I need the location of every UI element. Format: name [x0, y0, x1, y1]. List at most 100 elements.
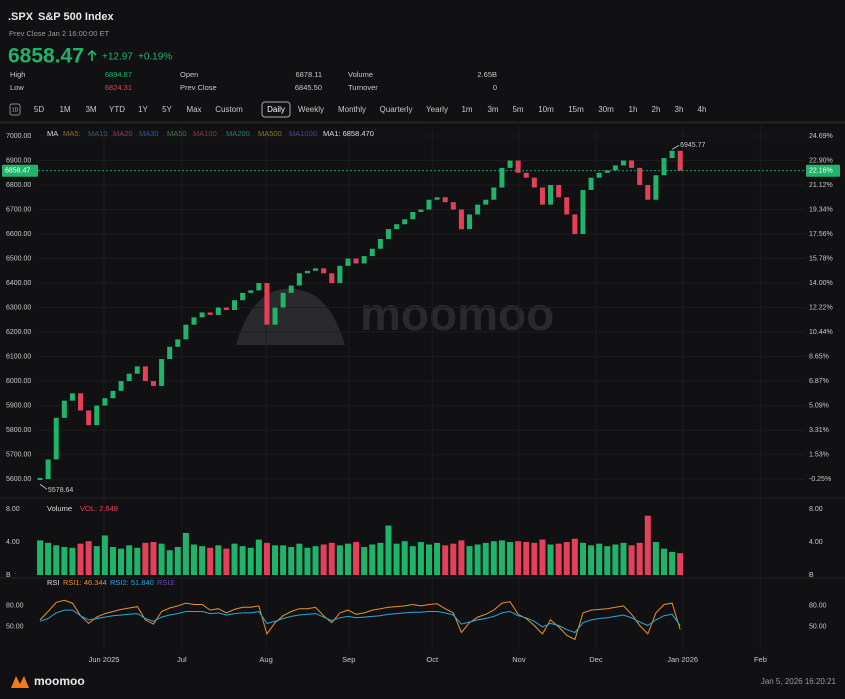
interval-button[interactable]: 15m	[568, 105, 584, 114]
interval-button[interactable]: 30m	[598, 105, 614, 114]
period-button[interactable]: 3M	[85, 105, 96, 114]
y-tick-label: 6900.00	[6, 157, 31, 164]
legend-title: MA	[47, 129, 58, 138]
ma-legend: MA50	[167, 129, 187, 138]
ma-legend: MA30	[139, 129, 159, 138]
interval-button[interactable]: 3m	[487, 105, 498, 114]
interval-button[interactable]: 1m	[461, 105, 472, 114]
candle	[329, 273, 335, 284]
volume-bar	[320, 544, 327, 575]
market-status: Prev Close Jan 2 16:00:00 ET	[9, 29, 109, 38]
volume-bar	[126, 545, 133, 575]
volume-bar	[304, 547, 311, 575]
y2-tick-label: 5.09%	[809, 402, 829, 409]
y2-tick-label: 22.90%	[809, 157, 833, 164]
ma-value: MA1: 6858.470	[323, 129, 374, 138]
volume-bar	[190, 544, 197, 575]
candle	[677, 150, 683, 171]
interval-button[interactable]: Monthly	[338, 105, 366, 114]
candle	[426, 199, 432, 210]
volume-bar	[417, 542, 424, 575]
candle	[61, 400, 67, 418]
watermark-shape	[236, 288, 345, 345]
period-button[interactable]: 5Y	[162, 105, 172, 114]
volume-bar	[45, 542, 52, 575]
interval-button[interactable]: Quarterly	[380, 105, 413, 114]
candle	[86, 410, 92, 426]
period-button[interactable]: 1Y	[138, 105, 148, 114]
period-button[interactable]: Max	[186, 105, 201, 114]
candle	[353, 258, 359, 264]
ma-legend: MA5:	[63, 129, 81, 138]
volume-bar	[620, 542, 627, 575]
stat-value: 6878.11	[295, 70, 322, 79]
volume-bar	[361, 546, 368, 575]
volume-bar	[312, 546, 319, 575]
volume-bar	[182, 532, 189, 575]
candle	[94, 405, 100, 426]
volume-bar	[247, 547, 254, 575]
candle	[288, 285, 294, 293]
volume-bar	[660, 548, 667, 575]
volume-bar	[353, 542, 360, 575]
legend-value: VOL: 2.648	[80, 504, 118, 513]
candle	[159, 359, 165, 386]
period-button[interactable]: YTD	[109, 105, 125, 114]
y-tick-label: 5800.00	[6, 427, 31, 434]
volume-bar	[425, 544, 432, 575]
volume-bar	[199, 546, 206, 575]
period-button[interactable]: 5D	[34, 105, 44, 114]
interval-button[interactable]: 1h	[629, 105, 638, 114]
change: +12.97	[102, 52, 133, 63]
y-tick-label-right: 4.00	[809, 539, 823, 546]
volume-bar	[166, 550, 173, 575]
candle	[556, 185, 562, 198]
y-tick-label: 8.00	[6, 506, 20, 513]
legend-entry: RSI3:	[157, 578, 176, 587]
y2-tick-label: 24.69%	[809, 133, 833, 140]
y-tick-label-right: 50.00	[809, 624, 827, 631]
y2-tick-label: 21.12%	[809, 182, 833, 189]
x-tick-label: Sep	[342, 655, 355, 664]
y2-tick-label: 19.34%	[809, 206, 833, 213]
volume-bar	[150, 542, 157, 575]
interval-button[interactable]: 4h	[698, 105, 707, 114]
chart-type-icon[interactable]	[9, 103, 21, 116]
ma-legend: MA100	[193, 129, 217, 138]
volume-bar	[344, 543, 351, 575]
volume-bar	[401, 541, 408, 575]
candle	[483, 199, 489, 205]
interval-button[interactable]: 2h	[652, 105, 661, 114]
interval-button[interactable]: Yearly	[426, 105, 448, 114]
interval-button[interactable]: Weekly	[298, 105, 324, 114]
volume-bar	[579, 542, 586, 575]
volume-bar	[466, 546, 473, 575]
volume-bar	[69, 547, 76, 575]
interval-button[interactable]: 3h	[675, 105, 684, 114]
symbol: .SPX	[8, 11, 34, 23]
interval-button[interactable]: 10m	[538, 105, 554, 114]
y2-tick-label: 1.53%	[809, 451, 829, 458]
y2-tick-label: 15.78%	[809, 255, 833, 262]
interval-button[interactable]: 5m	[512, 105, 523, 114]
volume-bar	[263, 542, 270, 575]
volume-bar	[474, 544, 481, 575]
candle	[661, 158, 667, 176]
annotation-leader	[39, 483, 48, 490]
candle	[629, 160, 635, 168]
stat-value: 6824.31	[105, 83, 132, 92]
y-tick-label-right: 8.00	[809, 506, 823, 513]
y-tick-label: 6600.00	[6, 231, 31, 238]
period-button[interactable]: 1M	[59, 105, 70, 114]
volume-bar	[223, 548, 230, 575]
volume-bar	[482, 542, 489, 575]
period-button[interactable]: Custom	[215, 105, 243, 114]
candle	[37, 478, 43, 481]
chart-type-icon-glyph: 1D	[12, 107, 19, 113]
candle	[515, 160, 521, 173]
candle	[596, 172, 602, 178]
volume-bar	[539, 539, 546, 575]
interval-button[interactable]: Daily	[267, 105, 285, 114]
volume-bar	[207, 547, 214, 575]
